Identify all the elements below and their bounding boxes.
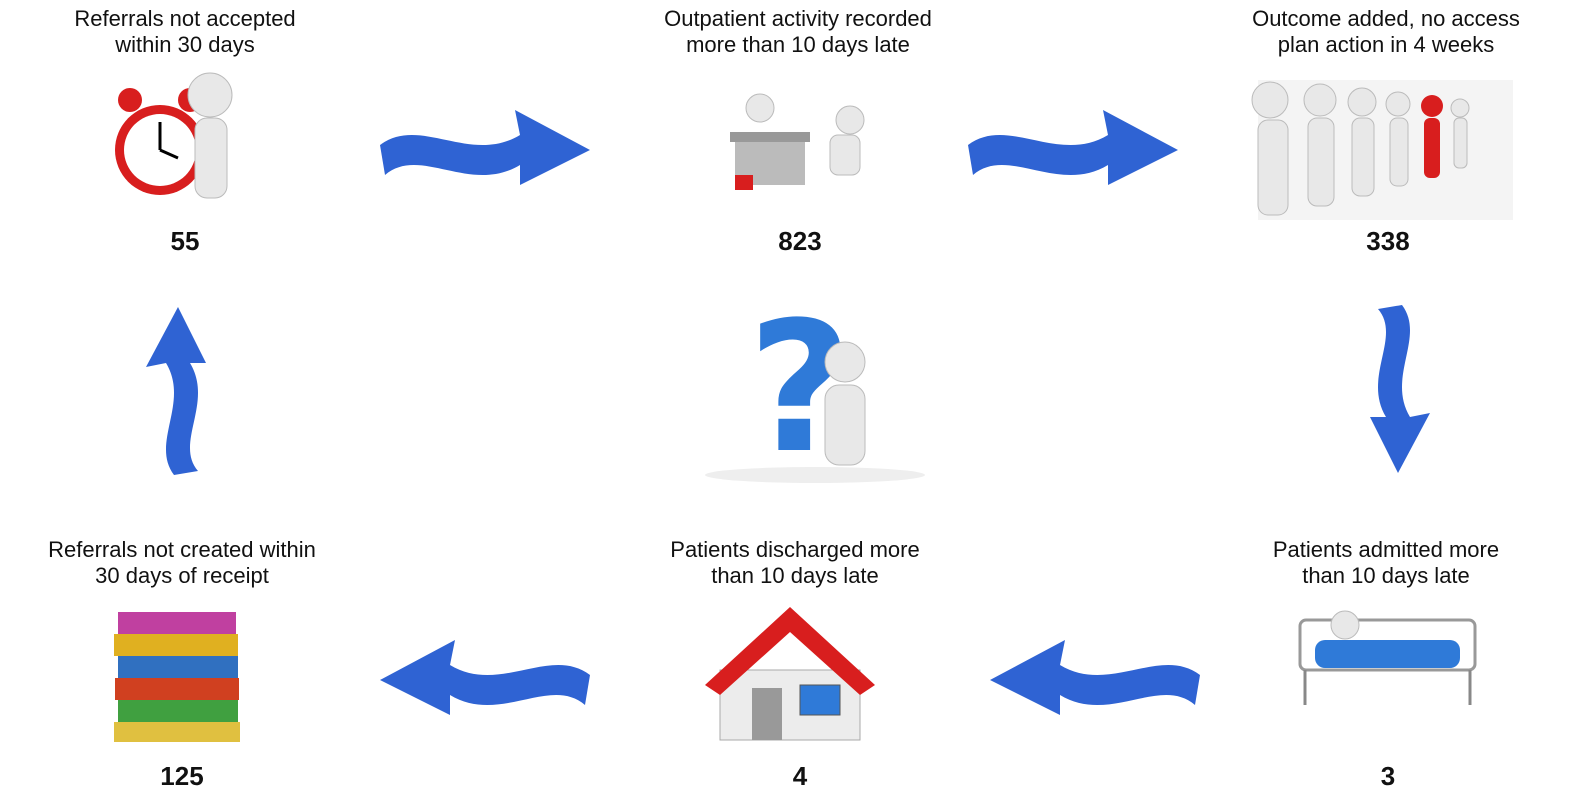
node-value: 125 <box>160 761 203 791</box>
node-label: than 10 days late <box>711 563 879 588</box>
node-value: 55 <box>171 226 200 256</box>
node-label: Referrals not created within <box>48 537 316 562</box>
bed-icon <box>1300 611 1475 705</box>
node-value: 4 <box>793 761 808 791</box>
arrow <box>990 640 1200 715</box>
house-icon <box>705 607 875 740</box>
files-icon <box>114 612 240 742</box>
node-label: plan action in 4 weeks <box>1278 32 1494 57</box>
arrow <box>146 307 206 475</box>
arrow <box>1370 305 1430 473</box>
node-label: within 30 days <box>114 32 254 57</box>
arrow <box>380 110 590 185</box>
question-icon: ? <box>705 284 925 493</box>
node-label: Outpatient activity recorded <box>664 6 932 31</box>
clock-icon <box>115 73 232 198</box>
node-label: Patients admitted more <box>1273 537 1499 562</box>
node-label: than 10 days late <box>1302 563 1470 588</box>
node-value: 823 <box>778 226 821 256</box>
node-value: 3 <box>1381 761 1395 791</box>
node-label: 30 days of receipt <box>95 563 269 588</box>
arrow <box>968 110 1178 185</box>
node-value: 338 <box>1366 226 1409 256</box>
arrow <box>380 640 590 715</box>
queue-icon <box>1252 80 1513 220</box>
node-label: Patients discharged more <box>670 537 919 562</box>
node-label: Outcome added, no access <box>1252 6 1520 31</box>
node-label: more than 10 days late <box>686 32 910 57</box>
doctor-icon <box>730 94 864 190</box>
node-label: Referrals not accepted <box>74 6 295 31</box>
diagram: ? Referrals not accepted within 30 days … <box>0 0 1592 800</box>
